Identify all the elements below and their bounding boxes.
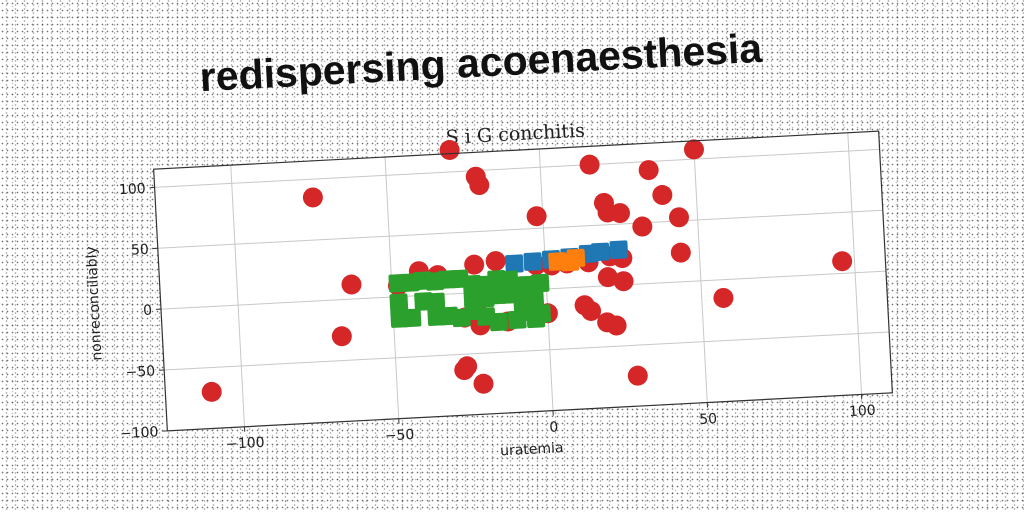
data-point bbox=[581, 300, 602, 321]
y-tick-label: 0 bbox=[143, 303, 153, 319]
data-point bbox=[609, 240, 629, 260]
data-point bbox=[439, 140, 460, 161]
data-point bbox=[609, 203, 630, 224]
data-point bbox=[652, 184, 673, 205]
data-point bbox=[597, 267, 618, 288]
data-point bbox=[464, 254, 485, 275]
x-tick-label: 100 bbox=[849, 403, 877, 420]
x-tick-label: −100 bbox=[226, 435, 265, 453]
data-point bbox=[341, 274, 362, 295]
data-point bbox=[713, 287, 734, 308]
x-tick-label: −50 bbox=[384, 427, 414, 445]
x-axis-label: uratemia bbox=[500, 440, 564, 459]
data-point bbox=[638, 160, 659, 181]
data-point bbox=[566, 248, 586, 268]
data-point bbox=[489, 312, 509, 332]
data-point bbox=[526, 309, 546, 329]
data-point bbox=[627, 365, 648, 386]
data-point bbox=[201, 381, 222, 402]
x-grid-line bbox=[847, 132, 863, 395]
data-point bbox=[606, 315, 627, 336]
data-point bbox=[683, 139, 704, 160]
y-grid-line bbox=[154, 148, 880, 188]
data-point bbox=[632, 216, 653, 237]
data-point bbox=[302, 187, 323, 208]
x-grid-line bbox=[693, 140, 708, 403]
grid bbox=[154, 132, 893, 432]
data-point bbox=[402, 308, 422, 328]
data-point bbox=[832, 251, 853, 272]
data-point bbox=[331, 326, 352, 347]
data-point bbox=[426, 292, 446, 312]
plot-frame bbox=[153, 130, 893, 432]
data-point bbox=[505, 254, 524, 274]
data-point bbox=[526, 206, 547, 227]
data-point bbox=[579, 154, 600, 175]
y-tick-label: 100 bbox=[119, 181, 147, 198]
y-tick-label: 50 bbox=[131, 242, 150, 259]
x-tick-label: 50 bbox=[699, 411, 718, 428]
data-point bbox=[389, 293, 409, 313]
data-point bbox=[507, 310, 527, 330]
y-tick-label: −50 bbox=[125, 363, 155, 381]
y-axis-label: nonreconciliably bbox=[84, 246, 106, 361]
data-points bbox=[201, 139, 853, 402]
chart-title: S i G conchitis bbox=[445, 120, 585, 149]
x-tick-label: 0 bbox=[549, 419, 559, 435]
data-point bbox=[668, 207, 689, 228]
data-point bbox=[613, 271, 634, 292]
data-point bbox=[523, 252, 543, 271]
data-point bbox=[670, 242, 691, 263]
y-grid-line bbox=[164, 331, 890, 371]
data-point bbox=[530, 273, 550, 293]
y-tick-label: −100 bbox=[120, 424, 159, 442]
axis-ticks: −100 −50 0 50 100 −100 −50 0 50 100 bbox=[119, 181, 877, 453]
y-grid-line bbox=[157, 209, 883, 249]
x-grid-line bbox=[230, 165, 245, 427]
data-point bbox=[591, 242, 610, 262]
chart-figure: S i G conchitis −100 −50 0 50 100 −100 −50 0 50 1… bbox=[84, 120, 893, 459]
data-point bbox=[454, 360, 475, 381]
data-point bbox=[469, 175, 490, 196]
data-point bbox=[473, 373, 494, 394]
data-point bbox=[485, 251, 506, 272]
